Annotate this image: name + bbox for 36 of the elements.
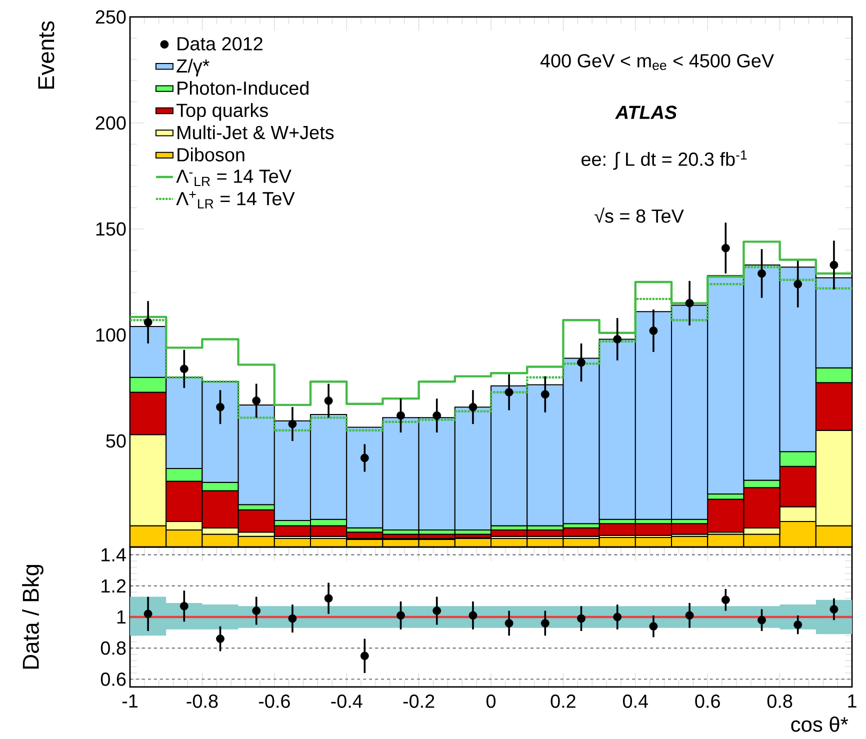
x-tick-label: 0.8 <box>767 694 792 708</box>
annotation: ATLAS <box>615 106 677 120</box>
x-tick-label: 0 <box>486 694 496 708</box>
y-tick-label: 50 <box>106 434 126 448</box>
legend-label: Data 2012 <box>178 37 262 50</box>
legend-label: Diboson <box>178 148 244 162</box>
y-tick-label: 0.8 <box>100 641 126 655</box>
y-tick-label: 150 <box>96 222 126 236</box>
legend-label: Z/γ* <box>176 58 210 76</box>
legend-label: Λ$^{+}$$_{LR}$ = 14 TeV <box>176 191 295 208</box>
y-tick-label: 0.6 <box>100 672 126 686</box>
x-tick-label: -1 <box>122 694 138 708</box>
x-tick-label: 0.4 <box>622 694 648 708</box>
x-tick-label: -0.6 <box>258 694 290 708</box>
annotation: √s = 8 TeV <box>594 208 684 223</box>
x-tick-label: 0.2 <box>550 694 576 708</box>
y-tick-label: 100 <box>96 328 126 342</box>
y-tick-label: 250 <box>96 10 126 24</box>
x-axis-title: cos θ* <box>791 716 848 732</box>
x-tick-label: 0.6 <box>695 694 720 708</box>
y-axis-title: Data / Bkg <box>22 564 44 669</box>
y-axis-title: Events <box>38 21 54 89</box>
legend-label: Λ$^{-}$$_{LR}$ = 14 TeV <box>176 170 292 186</box>
annotation: 400 GeV < m$_{ee}$ < 4500 GeV <box>540 54 774 70</box>
x-tick-label: 1 <box>848 694 856 708</box>
y-tick-label: 1.2 <box>102 579 126 592</box>
y-tick-label: 1.4 <box>102 548 126 562</box>
legend-label: Multi-Jet & W+Jets <box>178 125 334 140</box>
x-tick-label: -0.4 <box>331 694 362 708</box>
x-tick-label: -0.2 <box>403 694 434 708</box>
x-tick-label: -0.8 <box>186 694 218 708</box>
legend-label: Top quarks <box>176 103 268 121</box>
y-tick-label: 1 <box>117 610 126 624</box>
annotation: ee: ∫ L dt = 20.3 fb$^{-1}$ <box>582 150 747 170</box>
legend-label: Photon-Induced <box>178 80 308 95</box>
y-tick-label: 200 <box>96 116 126 130</box>
